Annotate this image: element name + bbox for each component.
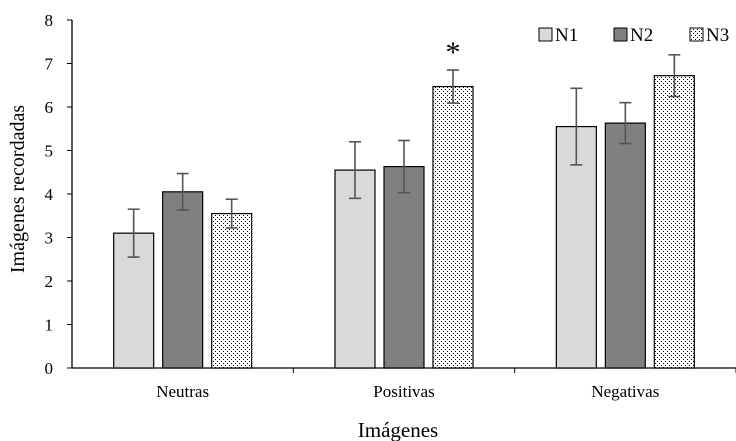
x-tick-label: Positivas bbox=[373, 382, 434, 401]
y-tick-label: 3 bbox=[45, 229, 54, 248]
y-tick-label: 7 bbox=[45, 55, 54, 74]
bar bbox=[432, 85, 474, 369]
x-tick-label: Negativas bbox=[591, 382, 659, 401]
y-tick-label: 5 bbox=[45, 142, 54, 161]
bar bbox=[162, 191, 204, 369]
legend-label: N3 bbox=[706, 25, 729, 46]
y-tick-label: 1 bbox=[45, 316, 54, 335]
legend-swatch bbox=[613, 27, 628, 42]
bar bbox=[555, 125, 597, 369]
legend-swatch bbox=[689, 27, 704, 42]
y-tick-label: 4 bbox=[45, 185, 54, 204]
bar bbox=[211, 212, 253, 369]
bar bbox=[334, 169, 376, 369]
bar bbox=[113, 232, 155, 369]
y-axis-label: Imágenes recordadas bbox=[7, 105, 29, 273]
legend-label: N1 bbox=[555, 25, 578, 46]
bars: * bbox=[113, 36, 695, 369]
legend-swatch bbox=[538, 27, 553, 42]
legend-label: N2 bbox=[630, 25, 653, 46]
x-axis-label: Imágenes bbox=[358, 418, 438, 441]
bar bbox=[383, 165, 425, 369]
x-tick-label: Neutras bbox=[156, 382, 209, 401]
y-tick-label: 8 bbox=[45, 11, 54, 30]
y-tick-label: 2 bbox=[45, 272, 54, 291]
significance-marker: * bbox=[446, 36, 461, 69]
y-tick-label: 6 bbox=[45, 98, 54, 117]
bar bbox=[604, 122, 646, 369]
bar bbox=[653, 75, 695, 369]
y-tick-label: 0 bbox=[45, 359, 54, 378]
legend: N1 N2 N3 bbox=[538, 25, 729, 46]
